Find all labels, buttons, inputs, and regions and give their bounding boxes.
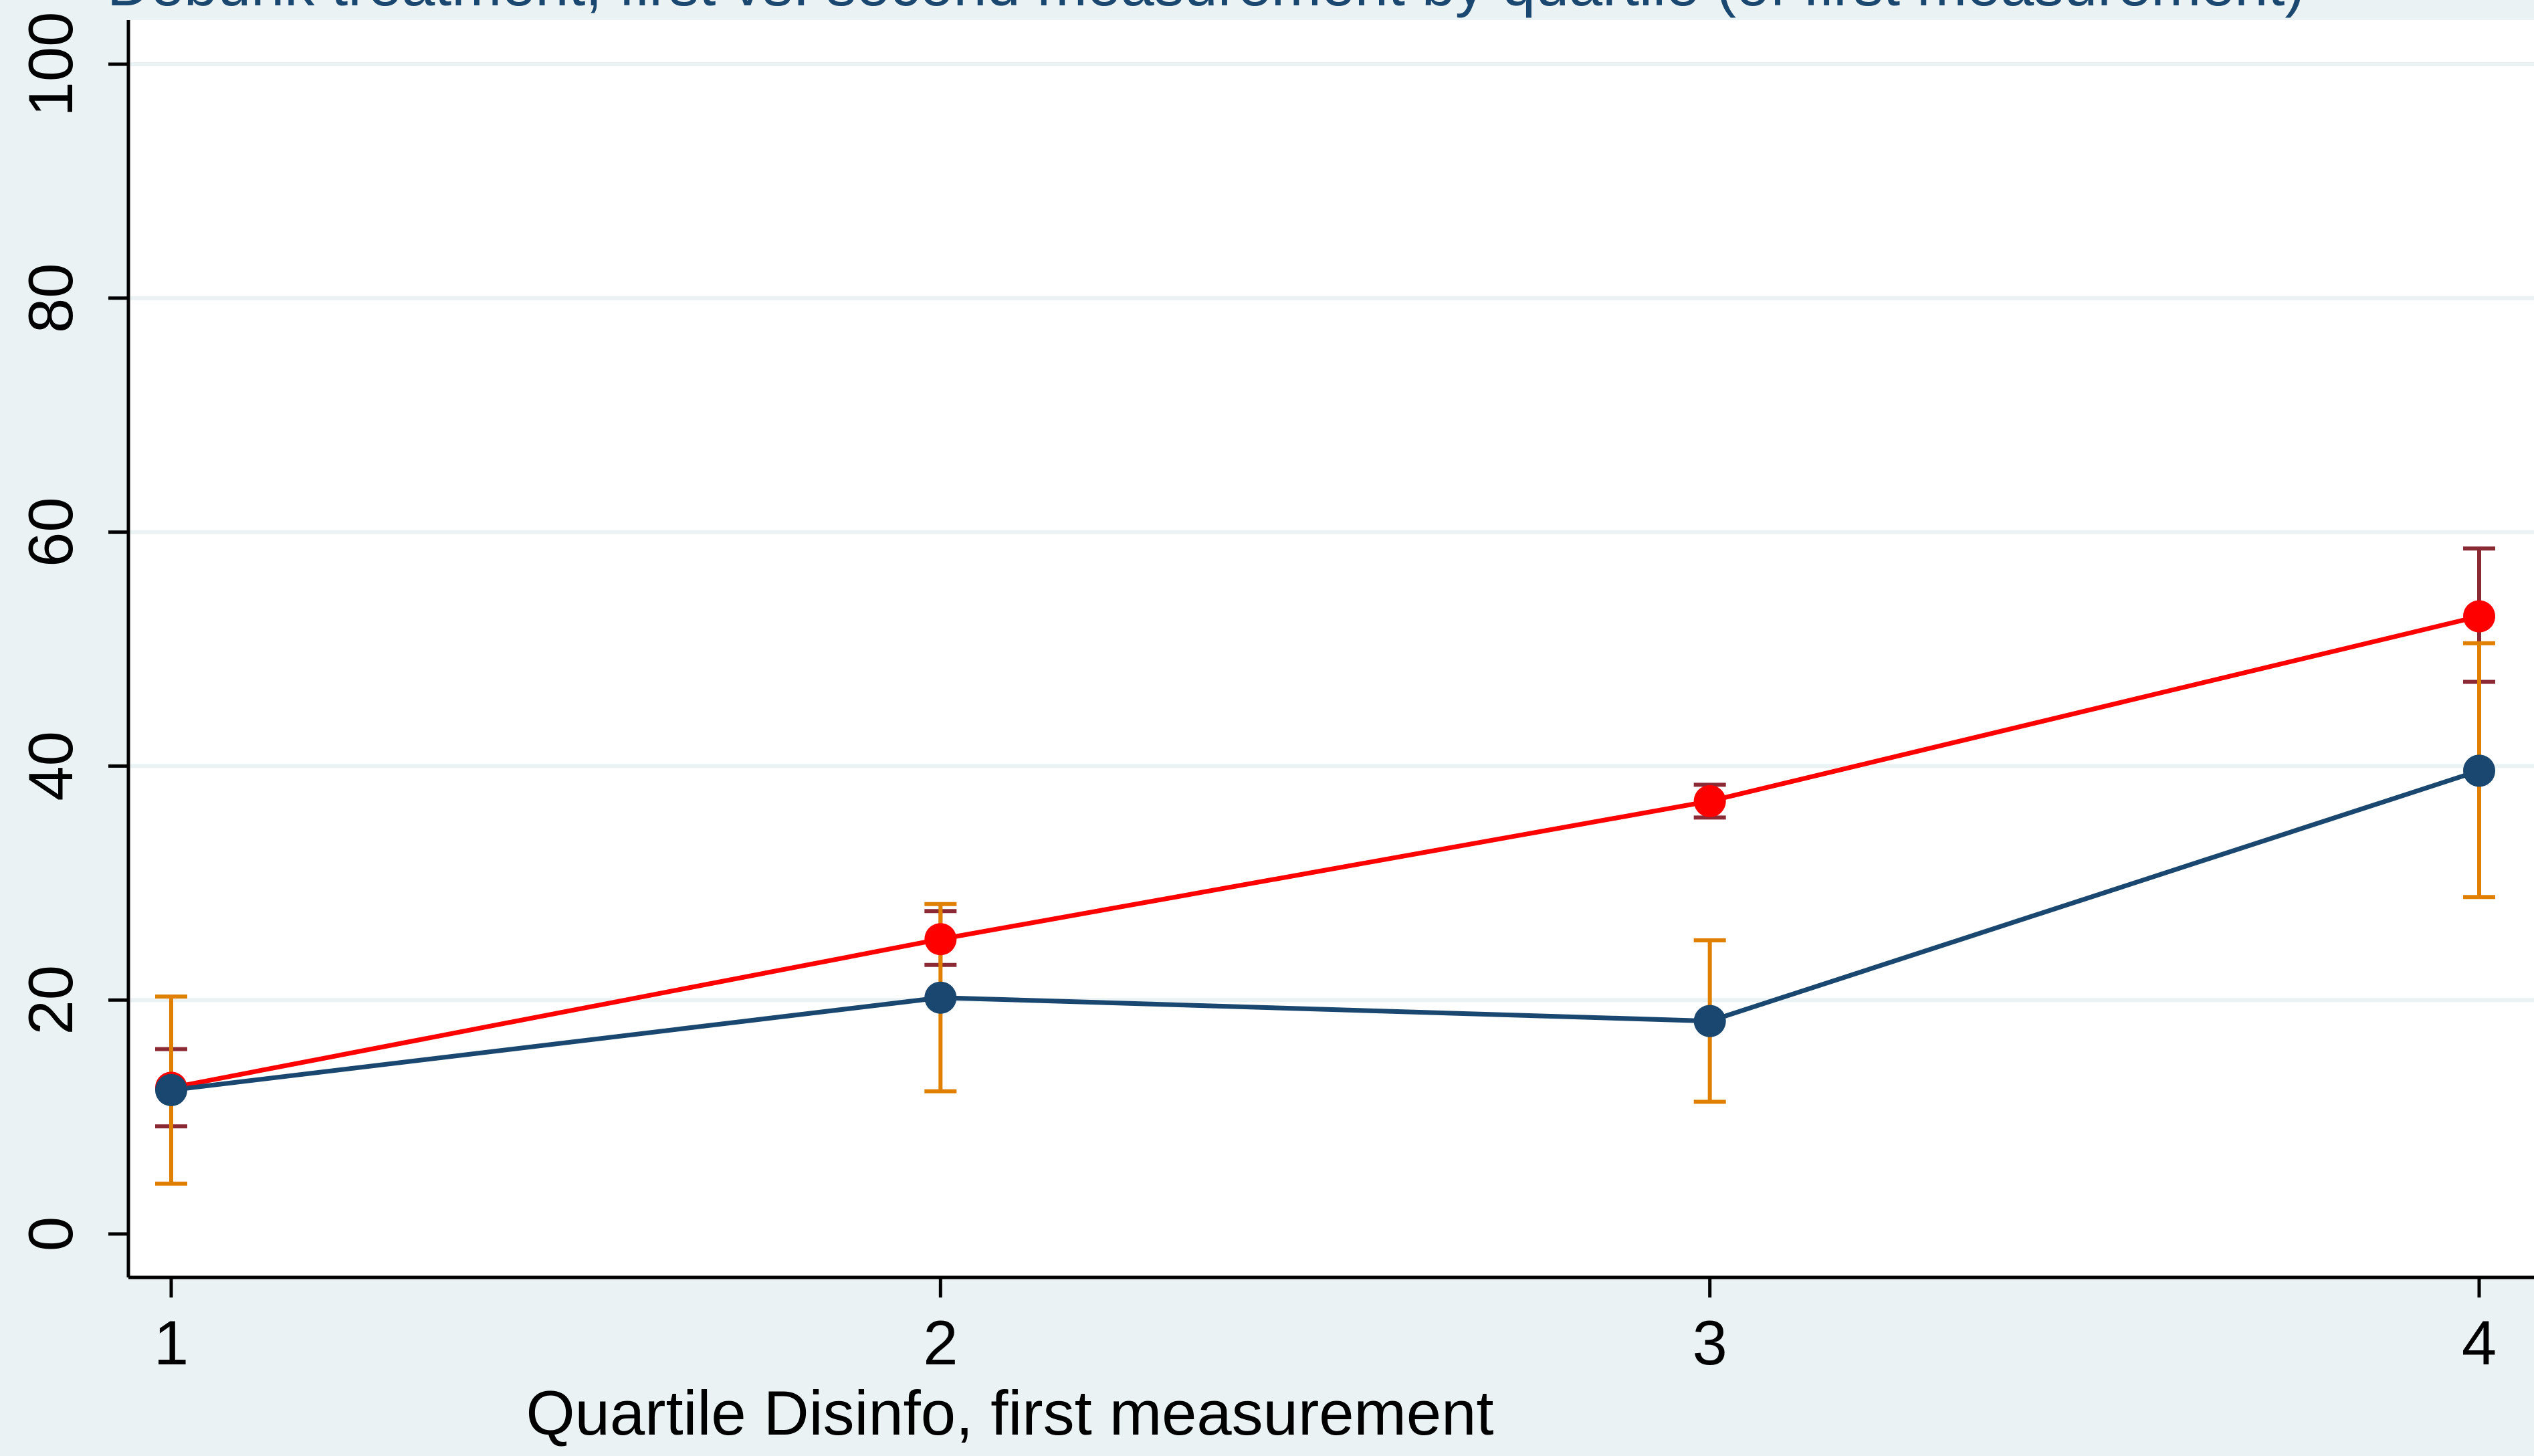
axes xyxy=(126,20,2534,1279)
series-2-point-2 xyxy=(924,981,957,1014)
chart-title: Debunk treatment, first vs. second measu… xyxy=(107,0,2305,19)
gridlines xyxy=(130,62,2534,1003)
x-tick-label-3: 3 xyxy=(1693,1308,1727,1378)
y-tick-label-40: 40 xyxy=(15,731,86,801)
x-axis-title: Quartile Disinfo, first measurement xyxy=(526,1378,1493,1448)
x-tick-label-1: 1 xyxy=(154,1308,189,1378)
series-layer xyxy=(155,546,2495,1186)
plot-region-background xyxy=(128,20,2534,1277)
series-1-line xyxy=(171,614,2480,1090)
series-1-point-4 xyxy=(2463,600,2495,633)
y-tick-label-80: 80 xyxy=(15,264,86,334)
series-1-point-3 xyxy=(1693,785,1726,817)
y-tick-label-100: 100 xyxy=(15,12,86,117)
y-tick-label-20: 20 xyxy=(15,965,86,1035)
series-2-line xyxy=(171,768,2480,1093)
series-2-point-3 xyxy=(1693,1005,1726,1037)
y-tick-label-60: 60 xyxy=(15,497,86,567)
series-2-point-4 xyxy=(2463,754,2495,787)
x-tick-label-4: 4 xyxy=(2462,1308,2497,1378)
series-2-point-1 xyxy=(155,1073,187,1106)
x-tick-label-2: 2 xyxy=(923,1308,958,1378)
axis-ticks: 0 20 40 60 80 100 1 2 3 4 xyxy=(15,12,2497,1378)
y-tick-label-0: 0 xyxy=(15,1217,86,1251)
series-1-point-2 xyxy=(924,923,957,956)
